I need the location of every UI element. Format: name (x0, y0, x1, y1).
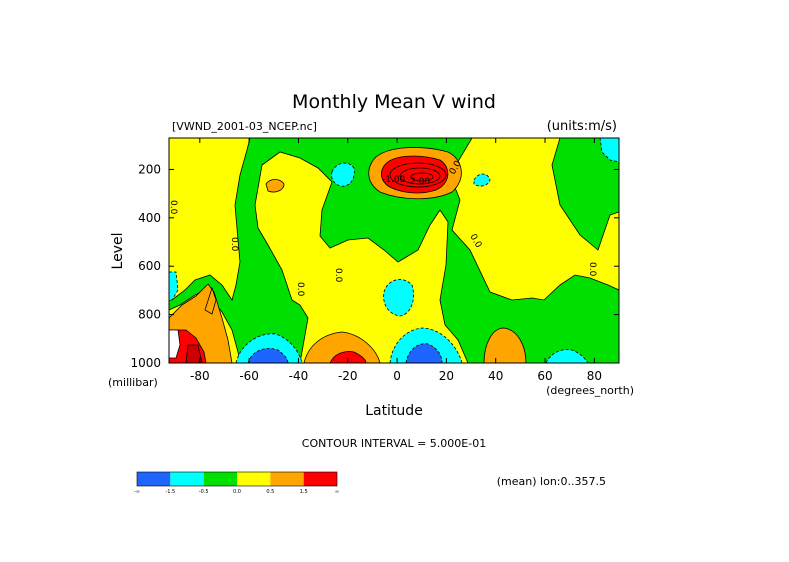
region-cyan-sp (169, 271, 179, 301)
x-tick-label: 60 (537, 369, 552, 383)
color-legend: -∞ -1.5 -0.5 0.0 0.5 1.5 ∞ (134, 471, 339, 495)
y-tick-label: 400 (138, 211, 161, 225)
contour-label-7: -1.00 (382, 175, 406, 185)
sp-dark-core (185, 344, 203, 363)
x-axis-title: Latitude (365, 403, 423, 419)
region-cyan-mid (383, 279, 414, 317)
legend-swatch (237, 472, 271, 486)
mean-note: (mean) lon:0..357.5 (497, 475, 606, 488)
chart-title: Monthly Mean V wind (292, 91, 496, 113)
legend-swatch (303, 472, 337, 486)
y-tick-label: 1000 (130, 356, 161, 370)
surface-min-equator-core (405, 343, 443, 363)
surface-max-subtrop (303, 331, 381, 363)
tropical-max-ring-1 (389, 162, 447, 188)
legend-frame (136, 471, 338, 487)
region-yellow-center (254, 151, 469, 363)
plot-area: 0.0 0.0 0.0 0.0 0.0 0.0 0.0 -1.00 2.00 (168, 138, 619, 363)
region-cyan-upper (331, 162, 355, 187)
blob-orange-west (265, 179, 285, 193)
x-tick-label: -60 (239, 369, 259, 383)
legend-label: -1.5 (165, 489, 175, 495)
region-cyan-arctic (599, 138, 619, 163)
legend-label: -∞ (134, 489, 140, 495)
legend-swatch (270, 472, 304, 486)
x-tick-label: -40 (289, 369, 309, 383)
legend-swatch (203, 472, 237, 486)
x-tick-label: -20 (338, 369, 358, 383)
x-axis: -80 -60 -40 -20 0 20 40 60 80 (190, 138, 602, 383)
region-cyan-ne (473, 173, 491, 187)
surface-max-subtrop-core (329, 351, 367, 363)
contour-label-3: 0.0 (333, 268, 343, 283)
y-tick-label: 200 (138, 162, 161, 176)
surface-min-south-core (247, 348, 289, 363)
sp-white-gap (169, 329, 181, 359)
y-axis-title: Level (110, 233, 126, 270)
legend-label: 1.5 (300, 489, 308, 495)
region-yellow-west (169, 138, 251, 301)
x-axis-unit: (degrees_north) (546, 384, 634, 397)
contour-label-2: 0.0 (295, 282, 305, 297)
x-tick-label: 40 (488, 369, 503, 383)
y-tick-label: 800 (138, 308, 161, 322)
y-axis: 200 400 600 800 1000 (130, 162, 619, 370)
contour-label-8: 2.00 (410, 177, 430, 187)
legend-label: ∞ (335, 489, 339, 495)
region-yellow-east (449, 138, 619, 301)
y-axis-unit: (millibar) (108, 376, 158, 389)
legend-label: 0.5 (266, 489, 274, 495)
contour-interval-text: CONTOUR INTERVAL = 5.000E-01 (302, 437, 486, 450)
dataset-label: [VWND_2001-03_NCEP.nc] (172, 120, 317, 133)
x-tick-label: 20 (439, 369, 454, 383)
legend-label: -0.5 (199, 489, 209, 495)
plot-frame (168, 137, 620, 364)
units-label: (units:m/s) (547, 119, 617, 134)
legend-label: 0.0 (233, 489, 241, 495)
surface-max-north (483, 327, 527, 363)
legend-swatch (170, 472, 204, 486)
y-tick-label: 600 (138, 259, 161, 273)
x-tick-label: -80 (190, 369, 210, 383)
legend-swatch (137, 472, 171, 486)
contour-label-6: 0.0 (587, 262, 597, 277)
surface-min-nh (545, 349, 589, 363)
contour-label-1: 0.0 (229, 237, 239, 252)
x-tick-label: 80 (587, 369, 602, 383)
x-tick-label: 0 (393, 369, 401, 383)
sp-orange-spike (204, 286, 217, 315)
tropical-max-ring-2 (399, 167, 441, 185)
contour-label-0: 0.0 (168, 200, 178, 215)
tropical-max-ring-3 (410, 172, 434, 182)
